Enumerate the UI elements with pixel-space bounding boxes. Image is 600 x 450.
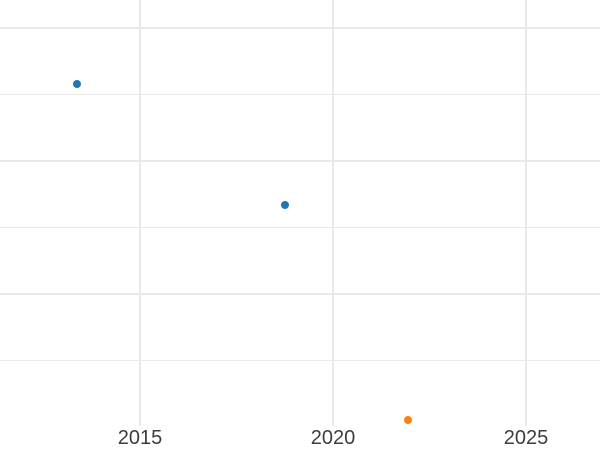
vertical-gridline [332, 0, 334, 426]
vertical-gridline [525, 0, 527, 426]
horizontal-gridline [0, 226, 600, 229]
x-tick-label: 2025 [503, 427, 549, 449]
horizontal-gridline [0, 160, 600, 162]
x-tick-label: 2015 [117, 427, 163, 449]
vertical-gridline [139, 0, 141, 426]
x-tick-label: 2020 [310, 427, 356, 449]
horizontal-gridline [0, 93, 600, 96]
horizontal-gridline [0, 359, 600, 362]
scatter-point-series-1 [73, 80, 81, 88]
scatter-point-series-1 [280, 201, 289, 209]
scatter-point-series-2 [404, 415, 412, 424]
horizontal-gridline [0, 293, 600, 295]
horizontal-gridline [0, 27, 600, 29]
